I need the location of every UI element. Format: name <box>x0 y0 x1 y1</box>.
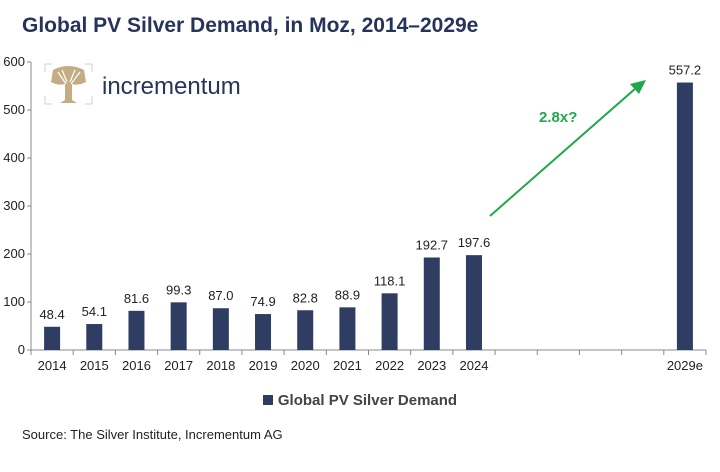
x-tick-label-2016: 2016 <box>122 358 151 373</box>
data-label-2021: 88.9 <box>335 287 360 302</box>
x-tick-label-2023: 2023 <box>417 358 446 373</box>
bar-2020 <box>297 310 314 350</box>
data-label-2014: 48.4 <box>39 307 64 322</box>
bar-2029e <box>676 82 693 350</box>
data-label-2017: 99.3 <box>166 282 191 297</box>
bar-2015 <box>86 324 103 350</box>
data-label-2024: 197.6 <box>458 235 491 250</box>
incrementum-logo: incrementum <box>44 63 241 105</box>
x-tick-label-2021: 2021 <box>333 358 362 373</box>
logo-wordmark: incrementum <box>102 73 241 100</box>
growth-arrow <box>489 87 637 217</box>
x-tick-label-2015: 2015 <box>80 358 109 373</box>
data-label-2018: 87.0 <box>208 288 233 303</box>
x-tick-label-2017: 2017 <box>164 358 193 373</box>
bar-2014 <box>44 326 61 350</box>
x-tick-label-2019: 2019 <box>249 358 278 373</box>
legend: Global PV Silver Demand <box>0 392 720 409</box>
x-tick-label-2014: 2014 <box>38 358 67 373</box>
bar-chart: incrementum 0 100 200 300 400 500 600 2014 2015 2… <box>3 54 707 373</box>
source-note: Source: The Silver Institute, Incrementu… <box>22 427 283 442</box>
y-tick-label: 200 <box>3 246 25 261</box>
x-tick-label-2022: 2022 <box>375 358 404 373</box>
y-tick-label: 0 <box>18 342 25 357</box>
y-tick-label: 600 <box>3 54 25 69</box>
tree-icon <box>44 63 93 105</box>
data-label-2015: 54.1 <box>82 304 107 319</box>
x-tick-label-2020: 2020 <box>291 358 320 373</box>
bar-2017 <box>170 302 187 350</box>
bar-2018 <box>212 308 229 350</box>
x-tick-label-2029e: 2029e <box>667 358 703 373</box>
legend-label: Global PV Silver Demand <box>277 392 458 409</box>
y-tick-label: 500 <box>3 102 25 117</box>
y-tick-label: 400 <box>3 150 25 165</box>
x-tick-label-2024: 2024 <box>460 358 489 373</box>
x-tick-label-2018: 2018 <box>206 358 235 373</box>
y-tick-label: 100 <box>3 294 25 309</box>
bar-2019 <box>255 314 272 350</box>
growth-arrow-head <box>630 80 646 94</box>
data-label-2029e: 557.2 <box>669 63 702 78</box>
data-label-2019: 74.9 <box>250 294 275 309</box>
growth-annotation: 2.8x? <box>489 80 646 217</box>
bar-2024 <box>465 255 482 350</box>
legend-swatch <box>262 395 273 405</box>
bar-2023 <box>423 257 440 350</box>
chart-title: Global PV Silver Demand, in Moz, 2014–20… <box>22 14 479 37</box>
data-label-2020: 82.8 <box>293 290 318 305</box>
data-label-2022: 118.1 <box>374 273 406 288</box>
bar-2016 <box>128 310 145 350</box>
growth-label: 2.8x? <box>539 109 577 126</box>
bar-2021 <box>339 307 356 350</box>
y-tick-label: 300 <box>3 198 25 213</box>
data-label-2023: 192.7 <box>416 238 449 253</box>
data-label-2016: 81.6 <box>124 291 149 306</box>
bar-2022 <box>381 293 398 350</box>
